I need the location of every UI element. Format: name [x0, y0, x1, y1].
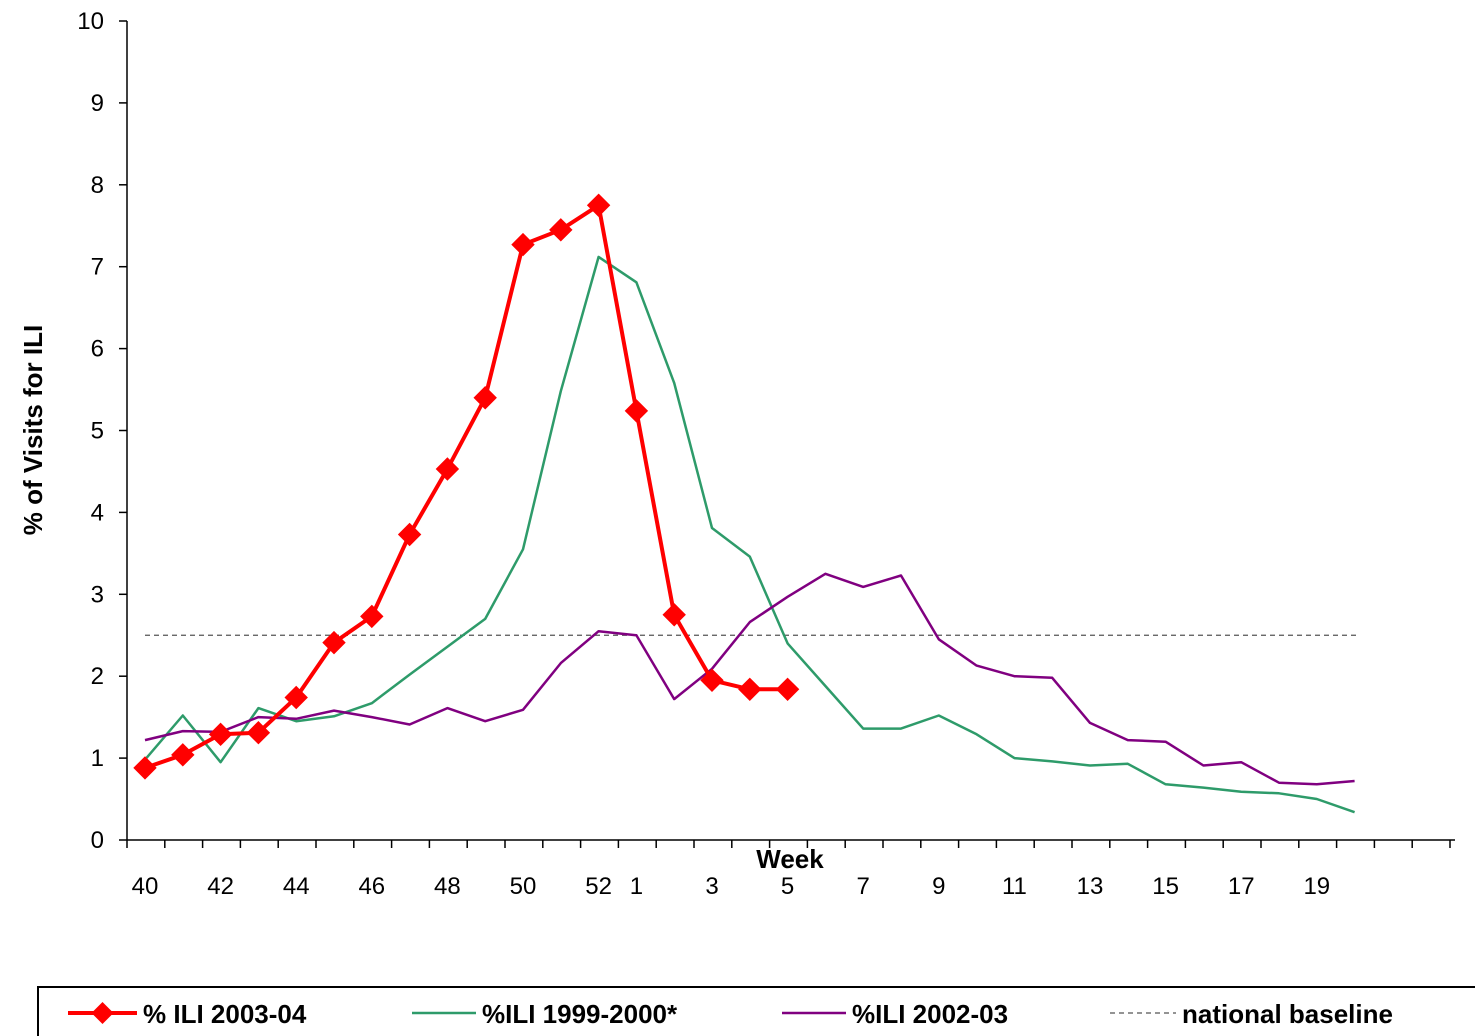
- x-tick-label: 7: [857, 873, 870, 900]
- y-tick-label: 2: [91, 663, 104, 690]
- series-line-ili-2002-03: [144, 572, 1355, 786]
- x-tick-label: 13: [1077, 873, 1104, 900]
- y-tick-label: 7: [91, 254, 104, 281]
- x-tick-label: 19: [1303, 873, 1330, 900]
- data-point-ili-2003-04: [511, 232, 535, 257]
- x-tick-label: 15: [1152, 873, 1179, 900]
- data-point-ili-2003-04: [473, 386, 497, 410]
- y-tick-label: 3: [91, 581, 104, 608]
- y-tick-label: 10: [77, 8, 104, 35]
- series-line-ili-2003-04: [144, 203, 788, 770]
- x-tick-label: 5: [781, 873, 794, 900]
- data-point-ili-2003-04: [549, 218, 573, 242]
- data-point-ili-2003-04: [246, 721, 271, 745]
- legend-label-ili-2003-04: % ILI 2003-04: [143, 999, 307, 1029]
- data-point-ili-2003-04: [624, 399, 649, 423]
- x-tick-label: 1: [630, 873, 643, 900]
- x-tick-label: 44: [283, 873, 310, 900]
- legend-label-ili-2002-03: %ILI 2002-03: [852, 999, 1008, 1029]
- series-line-ili-1999-2000: [144, 255, 1356, 814]
- legend: % ILI 2003-04 %ILI 1999-2000* %ILI 2002-03…: [37, 986, 1475, 1036]
- data-point-ili-2003-04: [360, 604, 384, 629]
- series-lines: [133, 193, 1359, 814]
- y-axis: 0 1 2 3 4 5 6 7 8 9 10: [77, 8, 128, 854]
- legend-marker-ili-2003-04: [91, 1002, 114, 1024]
- data-point-ili-2003-04: [397, 522, 422, 547]
- data-point-ili-2003-04: [775, 677, 800, 702]
- x-tick-label: 46: [358, 873, 385, 900]
- data-point-ili-2003-04: [435, 457, 460, 481]
- data-point-ili-2003-04: [171, 743, 195, 767]
- legend-label-national-baseline: national baseline: [1182, 999, 1393, 1029]
- x-tick-label: 48: [434, 873, 461, 900]
- y-tick-label: 0: [91, 827, 104, 854]
- y-tick-label: 9: [91, 90, 104, 117]
- x-tick-label: 17: [1228, 873, 1255, 900]
- y-tick-label: 6: [91, 336, 104, 363]
- x-tick-label: 3: [705, 873, 718, 900]
- y-tick-label: 5: [91, 418, 104, 445]
- x-axis-title: Week: [756, 844, 824, 874]
- x-tick-label: 9: [932, 873, 945, 900]
- y-tick-label: 4: [91, 499, 104, 526]
- x-tick-label: 40: [132, 873, 159, 900]
- data-point-ili-2003-04: [738, 677, 762, 702]
- data-point-ili-2003-04: [586, 193, 611, 217]
- y-tick-label: 1: [91, 745, 104, 772]
- data-point-ili-2003-04: [284, 685, 308, 710]
- x-tick-label: 11: [1002, 873, 1027, 900]
- data-point-ili-2003-04: [700, 668, 724, 693]
- data-point-ili-2003-04: [662, 603, 686, 627]
- y-tick-label: 8: [91, 172, 104, 199]
- legend-box: [37, 986, 1475, 1036]
- x-tick-label: 42: [207, 873, 234, 900]
- data-point-ili-2003-04: [133, 756, 157, 780]
- x-tick-label: 50: [510, 873, 537, 900]
- data-point-ili-2003-04: [322, 630, 346, 655]
- y-axis-title: % of Visits for ILI: [18, 325, 48, 535]
- x-axis: 40 42 44 46 48 50 52 1 3 5 7 9 11 13 15 17 19: [126, 839, 1455, 900]
- data-point-ili-2003-04: [208, 722, 233, 747]
- x-tick-label: 52: [585, 873, 612, 900]
- legend-label-ili-1999-2000: %ILI 1999-2000*: [482, 999, 678, 1029]
